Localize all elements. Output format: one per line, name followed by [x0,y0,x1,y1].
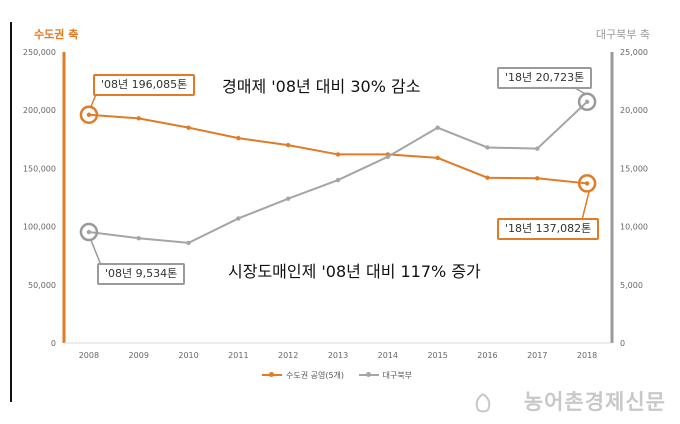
x-tick-label: 2008 [79,351,99,360]
data-point [136,236,141,241]
data-point [385,154,391,159]
left-tick-label: 250,000 [23,48,56,57]
data-point [186,240,191,246]
x-tick-label: 2016 [477,351,497,360]
data-point [485,145,490,150]
left-rule [10,22,12,402]
right-tick-label: 10,000 [620,223,648,232]
decrease-note: 경매제 '08년 대비 30% 감소 [222,77,421,96]
highlight-ring-2018-right [577,92,597,112]
data-point [186,125,191,130]
data-point [435,125,440,130]
highlight-ring-2018-left [577,174,597,193]
x-tick-label: 2014 [378,351,398,360]
right-tick-label: 25,000 [620,48,648,57]
x-tick-label: 2018 [577,351,597,360]
data-point [535,176,540,181]
left-tick-label: 150,000 [23,164,56,173]
x-tick-label: 2009 [129,351,149,360]
legend-swatch-gray [358,372,379,377]
data-point [335,177,341,183]
series-line-1 [88,113,588,185]
x-tick-label: 2012 [278,351,298,360]
left-tick-label: 50,000 [28,281,56,290]
data-point [435,155,440,161]
highlight-ring-2008-left [79,105,99,125]
legend-label: 대구북부 [382,370,413,380]
right-tick-label: 15,000 [620,164,648,173]
left-axis-title: 수도권 축 [34,28,79,41]
data-point [236,135,241,141]
annotation-2018-right: '18년 20,723톤 [497,67,593,89]
newspaper-logo-icon [475,393,491,413]
connector-line [581,191,590,221]
watermark: 농어촌경제신문 [523,390,666,414]
legend-item-series2: 대구북부 [358,370,413,381]
annotation-2018-left: '18년 137,082톤 [497,218,600,240]
increase-note: 시장도매인제 '08년 대비 117% 증가 [228,262,481,281]
annotation-2008-right: '08년 9,534톤 [97,263,186,285]
x-tick-label: 2015 [427,351,447,360]
annotation-2008-left: '08년 196,085톤 [93,74,196,96]
x-tick-label: 2013 [328,351,348,360]
left-tick-label: 200,000 [23,106,56,115]
legend-swatch-orange [262,372,282,377]
legend-item-series1: 수도권 공영(5개) [262,370,344,381]
data-point [535,146,540,151]
legend: 수도권 공영(5개) 대구북부 [262,369,424,381]
right-tick-label: 5,000 [620,281,643,290]
right-tick-label: 0 [620,339,625,348]
data-point [584,99,590,104]
highlight-ring-2008-right [79,222,99,242]
x-tick-label: 2017 [527,351,547,360]
connector-line [90,239,102,266]
right-axis-title: 대구북부 축 [595,28,650,41]
data-point [485,175,490,180]
data-point [285,196,291,201]
left-tick-label: 0 [51,339,56,348]
data-point [136,116,141,121]
data-point [236,216,241,221]
data-point [86,112,92,117]
data-point [335,152,341,157]
legend-label: 수도권 공영(5개) [286,370,345,380]
x-tick-label: 2010 [178,351,198,360]
right-tick-label: 20,000 [620,106,648,115]
data-point [86,229,92,235]
left-tick-label: 100,000 [23,223,56,232]
data-point [584,181,590,186]
data-point [285,142,291,148]
x-tick-label: 2011 [228,351,248,360]
